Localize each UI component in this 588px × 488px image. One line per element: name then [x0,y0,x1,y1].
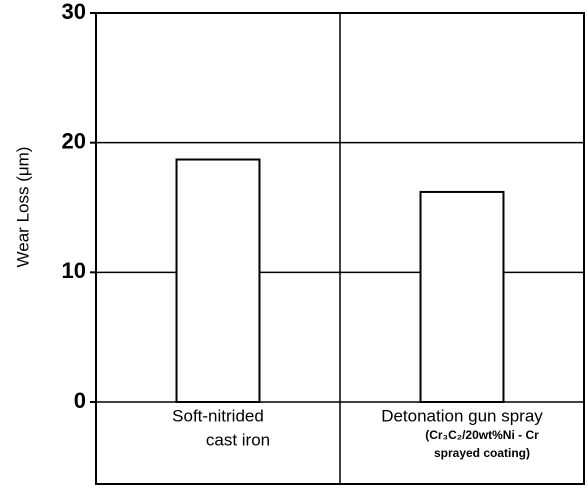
x-tick-label: sprayed coating) [434,446,530,460]
y-tick-label: 20 [62,128,86,153]
x-tick-label: (Cr₃C₂/20wt%Ni - Cr [425,428,539,442]
y-axis-label: Wear Loss (μm) [13,147,32,268]
y-tick-label: 10 [62,258,86,283]
x-tick-label: cast iron [206,430,270,449]
x-tick-label: Soft-nitrided [172,406,264,425]
y-tick-label: 0 [74,388,86,413]
bar [175,158,261,403]
x-tick-label: Detonation gun spray [381,406,543,425]
bar [419,190,505,403]
y-tick-label: 30 [62,0,86,24]
